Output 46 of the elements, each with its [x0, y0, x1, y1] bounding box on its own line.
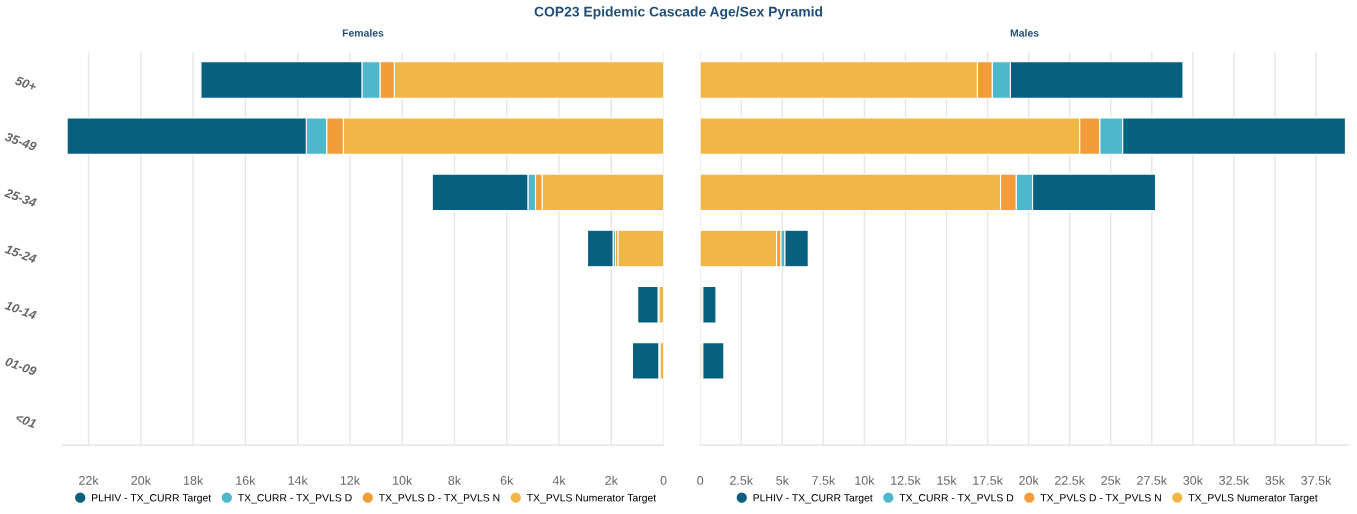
y-tick-label: 50+ [14, 75, 38, 92]
legend-label: PLHIV - TX_CURR Target [753, 494, 873, 504]
legend-label: TX_CURR - TX_PVLS D [899, 494, 1014, 504]
x-tick-label: 2k [605, 475, 618, 485]
x-tick-label: 20k [131, 475, 151, 485]
x-tick-label: 27.5k [1137, 475, 1168, 485]
x-tick-label: 37.5k [1301, 475, 1332, 485]
x-tick-label: 22k [79, 475, 99, 485]
x-tick-label: 35k [1265, 475, 1286, 485]
y-tick-label: 10-14 [4, 300, 38, 320]
x-tick-label: 30k [1183, 475, 1203, 485]
y-tick-label: 25-34 [4, 188, 38, 208]
legend-label: TX_CURR - TX_PVLS D [237, 494, 352, 504]
legend-label: TX_PVLS D - TX_PVLS N [378, 494, 500, 504]
y-tick-label: <01 [15, 413, 37, 429]
x-tick-label: 0 [660, 476, 667, 485]
x-tick-label: 6k [500, 475, 514, 485]
legend-label: PLHIV - TX_CURR Target [92, 494, 212, 504]
x-tick-label: 14k [288, 475, 308, 485]
legend-label: TX_PVLS Numerator Target [526, 494, 657, 504]
y-tick-label: 15-24 [4, 244, 38, 264]
x-tick-label: 12.5k [891, 475, 921, 485]
x-tick-label: 10k [393, 475, 413, 485]
chart-title: COP23 Epidemic Cascade Age/Sex Pyramid [534, 6, 823, 20]
x-tick-label: 12k [340, 475, 361, 485]
x-tick-label: 8k [448, 475, 462, 485]
x-tick-label: 0 [697, 476, 704, 485]
x-tick-label: 10k [855, 475, 875, 485]
chart-subtitle: Males [1010, 29, 1039, 37]
x-tick-label: 22.5k [1055, 475, 1085, 485]
x-tick-label: 18k [183, 475, 204, 485]
x-tick-label: 20k [1019, 475, 1039, 485]
x-tick-label: 17.5k [973, 475, 1003, 485]
x-tick-label: 32.5k [1219, 475, 1250, 485]
x-tick-label: 15k [937, 475, 957, 485]
chart-subtitle: Females [342, 29, 384, 37]
y-tick-label: 01-09 [4, 356, 38, 376]
x-tick-label: 16k [236, 475, 256, 485]
x-tick-label: 4k [552, 475, 566, 485]
x-tick-label: 7.5k [812, 475, 836, 485]
x-tick-label: 25k [1101, 475, 1121, 485]
legend-label: TX_PVLS Numerator Target [1188, 494, 1318, 504]
legend-label: TX_PVLS D - TX_PVLS N [1040, 494, 1161, 504]
x-tick-label: 2.5k [730, 475, 754, 485]
x-tick-label: 5k [776, 475, 789, 485]
y-tick-label: 35-49 [4, 131, 38, 152]
